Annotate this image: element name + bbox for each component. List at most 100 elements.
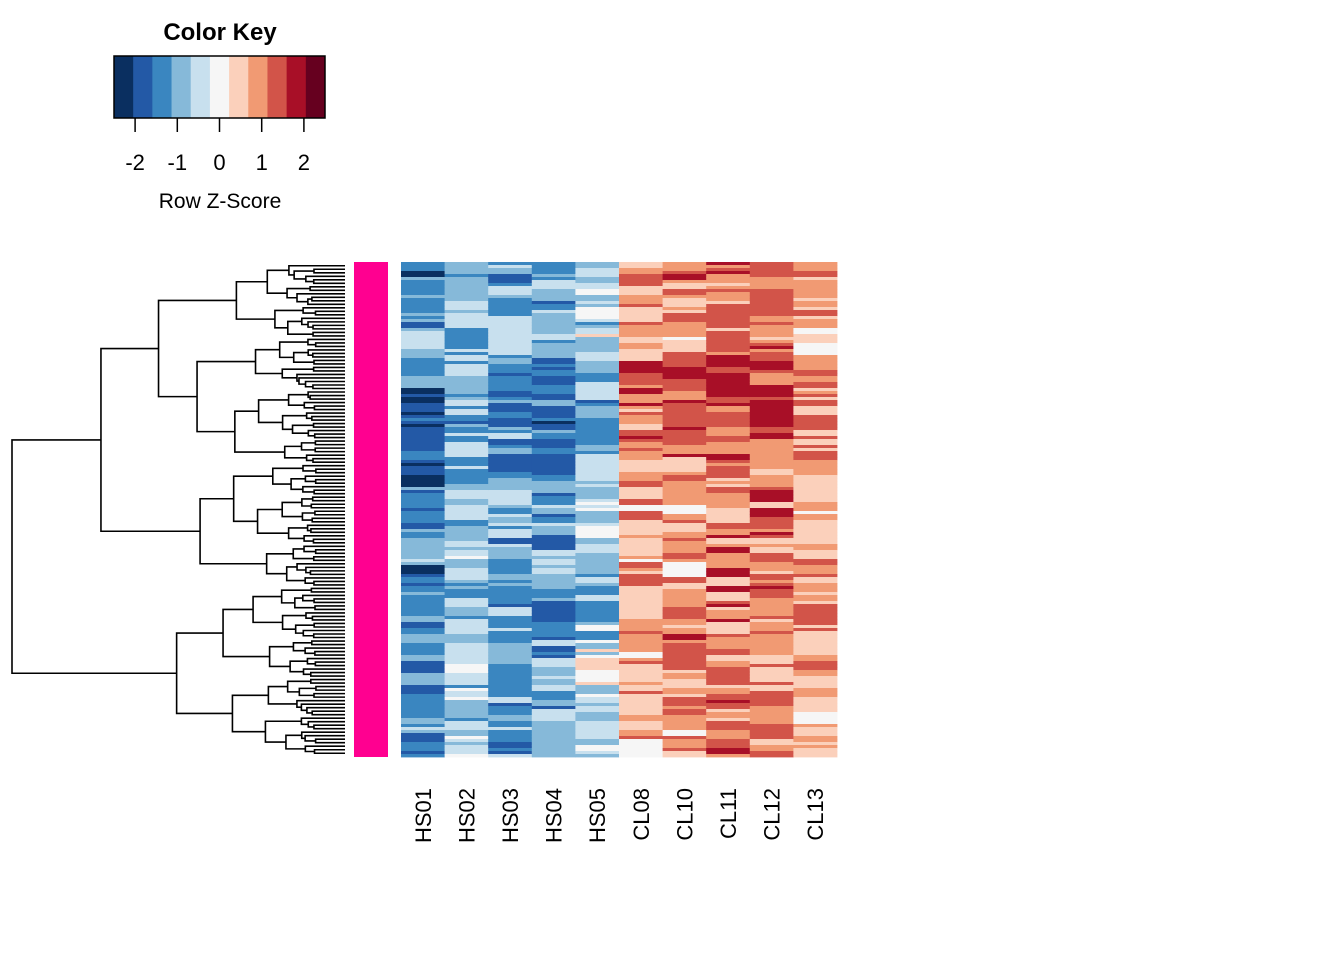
heatmap-cell: [662, 568, 707, 572]
heatmap-cell: [662, 352, 707, 356]
heatmap-cell: [793, 544, 838, 548]
heatmap-cell: [619, 688, 663, 692]
heatmap-cell: [749, 652, 794, 656]
heatmap-cell: [488, 661, 533, 665]
heatmap-cell: [706, 331, 751, 335]
heatmap-cell: [619, 754, 663, 758]
heatmap-cell: [619, 370, 663, 374]
heatmap-cell: [749, 454, 794, 458]
heatmap-cell: [488, 583, 533, 587]
dendrogram-branch: [235, 280, 275, 320]
heatmap-cell: [575, 472, 620, 476]
heatmap-cell: [749, 274, 794, 278]
heatmap-cell: [401, 517, 445, 521]
heatmap-cell: [619, 454, 663, 458]
heatmap-cell: [444, 556, 489, 560]
heatmap-cell: [488, 550, 533, 554]
heatmap-cell: [793, 268, 838, 272]
dendrogram-branch: [265, 552, 294, 575]
heatmap-cell: [619, 631, 663, 635]
heatmap-cell: [401, 730, 445, 734]
heatmap-cell: [706, 277, 751, 281]
heatmap-cell: [749, 523, 794, 527]
heatmap-cell: [575, 403, 620, 407]
heatmap-cell: [401, 322, 445, 326]
heatmap-cell: [749, 367, 794, 371]
heatmap-cell: [619, 319, 663, 323]
dendrogram-branch: [310, 587, 345, 593]
heatmap-cell: [575, 706, 620, 710]
heatmap-cell: [488, 667, 533, 671]
heatmap-cell: [793, 724, 838, 728]
heatmap-cell: [706, 394, 751, 398]
heatmap-cell: [662, 592, 707, 596]
heatmap-cell: [749, 415, 794, 419]
heatmap-cell: [444, 697, 489, 701]
heatmap-cell: [531, 406, 576, 410]
heatmap-cell: [401, 283, 445, 287]
heatmap-cell: [488, 541, 533, 545]
heatmap-cell: [619, 496, 663, 500]
heatmap-cell: [662, 481, 707, 485]
heatmap-cell: [401, 490, 445, 494]
heatmap-cell: [749, 361, 794, 365]
heatmap-cell: [749, 685, 794, 689]
heatmap-cell: [444, 739, 489, 743]
heatmap-cell: [793, 286, 838, 290]
dendrogram-branch: [305, 566, 345, 574]
heatmap-cell: [575, 733, 620, 737]
dendrogram-branch: [312, 422, 345, 428]
heatmap-cell: [793, 616, 838, 620]
heatmap-cell: [662, 697, 707, 701]
heatmap-cell: [531, 694, 576, 698]
dendrogram-branch: [257, 399, 289, 424]
dendrogram-branch: [175, 632, 233, 715]
heatmap-cell: [575, 319, 620, 323]
heatmap-cell: [749, 634, 794, 638]
heatmap-cell: [706, 550, 751, 554]
heatmap-cell: [793, 274, 838, 278]
heatmap-cell: [401, 565, 445, 569]
heatmap-cell: [662, 667, 707, 671]
heatmap-cell: [793, 655, 838, 659]
heatmap-cell: [619, 706, 663, 710]
heatmap-cell: [531, 274, 576, 278]
dendrogram-branch: [311, 296, 345, 302]
heatmap-cell: [793, 283, 838, 287]
heatmap-cell: [619, 691, 663, 695]
heatmap-cell: [749, 589, 794, 593]
heatmap-cell: [401, 751, 445, 755]
heatmap-cell: [793, 373, 838, 377]
heatmap-cell: [793, 499, 838, 503]
heatmap-cell: [749, 301, 794, 305]
heatmap-cell: [706, 391, 751, 395]
heatmap-cell: [619, 520, 663, 524]
heatmap-cell: [793, 727, 838, 731]
color-key-tick-label: 0: [213, 150, 225, 175]
heatmap-cell: [531, 301, 576, 305]
heatmap-cell: [575, 658, 620, 662]
heatmap-cell: [531, 529, 576, 533]
heatmap-cell: [749, 742, 794, 746]
heatmap-cell: [444, 745, 489, 749]
heatmap-cell: [401, 295, 445, 299]
heatmap-cell: [662, 406, 707, 410]
heatmap-cell: [619, 292, 663, 296]
heatmap-cell: [444, 367, 489, 371]
heatmap-cell: [619, 556, 663, 560]
heatmap-cell: [662, 661, 707, 665]
heatmap-cell: [619, 613, 663, 617]
heatmap-cell: [619, 424, 663, 428]
heatmap-cell: [401, 643, 445, 647]
heatmap-cell: [575, 427, 620, 431]
heatmap-cell: [531, 364, 576, 368]
heatmap-cell: [662, 604, 707, 608]
heatmap-cell: [706, 595, 751, 599]
heatmap-cell: [401, 526, 445, 530]
heatmap-cell: [749, 679, 794, 683]
heatmap-cell: [444, 577, 489, 581]
heatmap-cell: [488, 754, 533, 758]
heatmap-cell: [401, 484, 445, 488]
heatmap-cell: [575, 619, 620, 623]
heatmap-cell: [488, 580, 533, 584]
